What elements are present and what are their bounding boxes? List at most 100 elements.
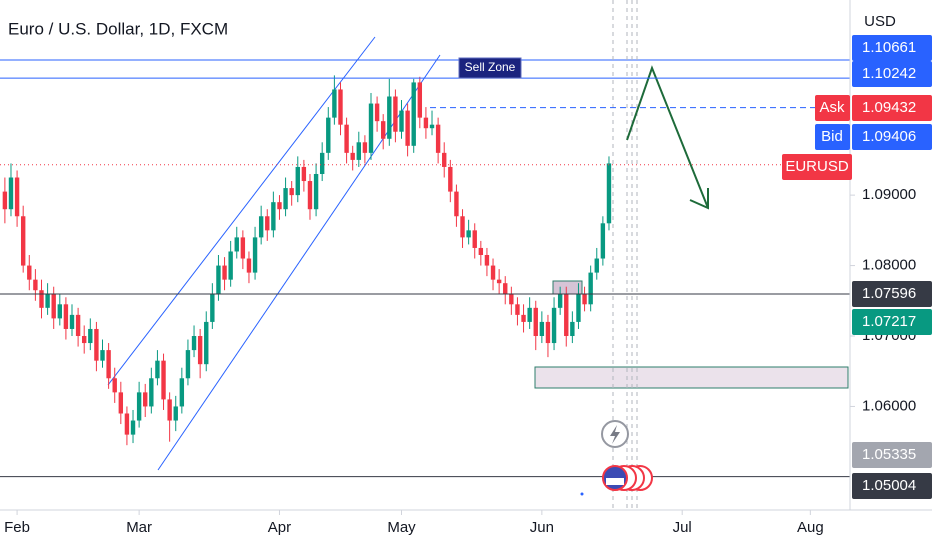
candle-body (539, 321, 545, 337)
candle-body (564, 293, 569, 337)
candle-body (417, 82, 423, 118)
candle-body (179, 378, 185, 407)
candle-body (228, 251, 233, 280)
candle-body (411, 82, 416, 146)
candle-body (454, 191, 459, 217)
candle-body (258, 216, 264, 238)
candle-body (63, 304, 69, 329)
price-tag-label: 1.09406 (862, 128, 916, 145)
candle-body (307, 181, 313, 210)
price-tag-label: 1.05004 (862, 477, 916, 494)
candle-body (124, 413, 130, 435)
price-tag (852, 473, 932, 499)
order-block (552, 280, 583, 295)
candle-body (57, 304, 62, 319)
candle-body (527, 307, 532, 322)
x-tick-label: Feb (4, 519, 30, 536)
candle-body (405, 110, 410, 146)
candle-body (423, 117, 429, 129)
candle-body (466, 230, 471, 238)
candle-body (472, 230, 477, 248)
candle-body (118, 392, 124, 414)
x-tick-label: Mar (126, 519, 152, 536)
candle-body (210, 293, 215, 322)
candle-body (551, 307, 557, 344)
sell-zone-label: Sell Zone (465, 60, 516, 74)
candle-body (374, 103, 380, 122)
y-tick-label: 1.06000 (862, 397, 916, 414)
candle-body (240, 237, 246, 259)
candle-body (399, 110, 404, 132)
price-tag (852, 124, 932, 150)
candle-body (344, 124, 349, 153)
candle-body (20, 216, 26, 266)
channel-line (157, 54, 441, 471)
symbol-tag (782, 154, 852, 180)
x-tick-label: Aug (797, 519, 824, 536)
price-tag-name: Bid (821, 128, 843, 145)
lightning (610, 425, 620, 444)
candle-body (45, 293, 50, 308)
candle-body (521, 314, 526, 322)
candle-body (2, 191, 8, 210)
candle-body (283, 188, 288, 210)
candle-body (51, 293, 56, 319)
candle-body (222, 265, 227, 280)
price-tag-label: 1.07596 (862, 285, 916, 302)
x-tick-label: Apr (268, 519, 291, 536)
candle-body (368, 103, 374, 153)
candle-body (88, 328, 93, 344)
candle-body (155, 360, 160, 379)
x-tick-label: Jun (530, 519, 554, 536)
candle-body (350, 152, 355, 160)
candle-body (496, 279, 502, 284)
candle-body (8, 177, 14, 210)
candle-body (515, 304, 520, 315)
candle-body (582, 293, 587, 305)
projection-arrow (626, 65, 709, 209)
candle-body (271, 202, 276, 231)
price-tag-label: 1.05335 (862, 446, 916, 463)
price-tag-label: 1.10661 (862, 39, 916, 56)
candle-body (429, 124, 435, 129)
candle-body (191, 336, 197, 351)
candle-body (149, 378, 154, 407)
candle-body (484, 255, 490, 266)
support-zone (534, 366, 849, 389)
sell-zone-label-box (458, 57, 522, 79)
candle-body (94, 328, 99, 361)
candle-body (130, 420, 136, 435)
candle-body (387, 96, 392, 139)
candle-body (313, 173, 319, 210)
price-tag-label: 1.10242 (862, 65, 916, 82)
price-tag (852, 442, 932, 468)
candle-body (509, 293, 514, 305)
candle-body (204, 321, 209, 365)
candle-body (252, 237, 258, 273)
candle-body (106, 350, 111, 379)
arrow-head (689, 188, 709, 210)
candle-body (442, 152, 447, 167)
candle-body (533, 307, 538, 337)
price-tag (852, 61, 932, 87)
candle-body (69, 314, 75, 329)
candle-body (173, 406, 178, 421)
candle-body (75, 314, 81, 337)
candle-body (143, 392, 148, 407)
candle-body (448, 166, 453, 192)
candle-body (33, 279, 38, 291)
candle-body (277, 202, 282, 210)
currency: USD (864, 13, 896, 30)
candle-body (490, 265, 496, 280)
candle-body (570, 321, 575, 337)
chart-title: Euro / U.S. Dollar, 1D, FXCM (8, 19, 228, 38)
flag-stripe (606, 478, 624, 485)
candle-body (606, 163, 612, 224)
candle-body (576, 293, 581, 322)
candle-body (301, 166, 307, 182)
channel-line (107, 36, 376, 386)
candle-body (82, 336, 87, 344)
